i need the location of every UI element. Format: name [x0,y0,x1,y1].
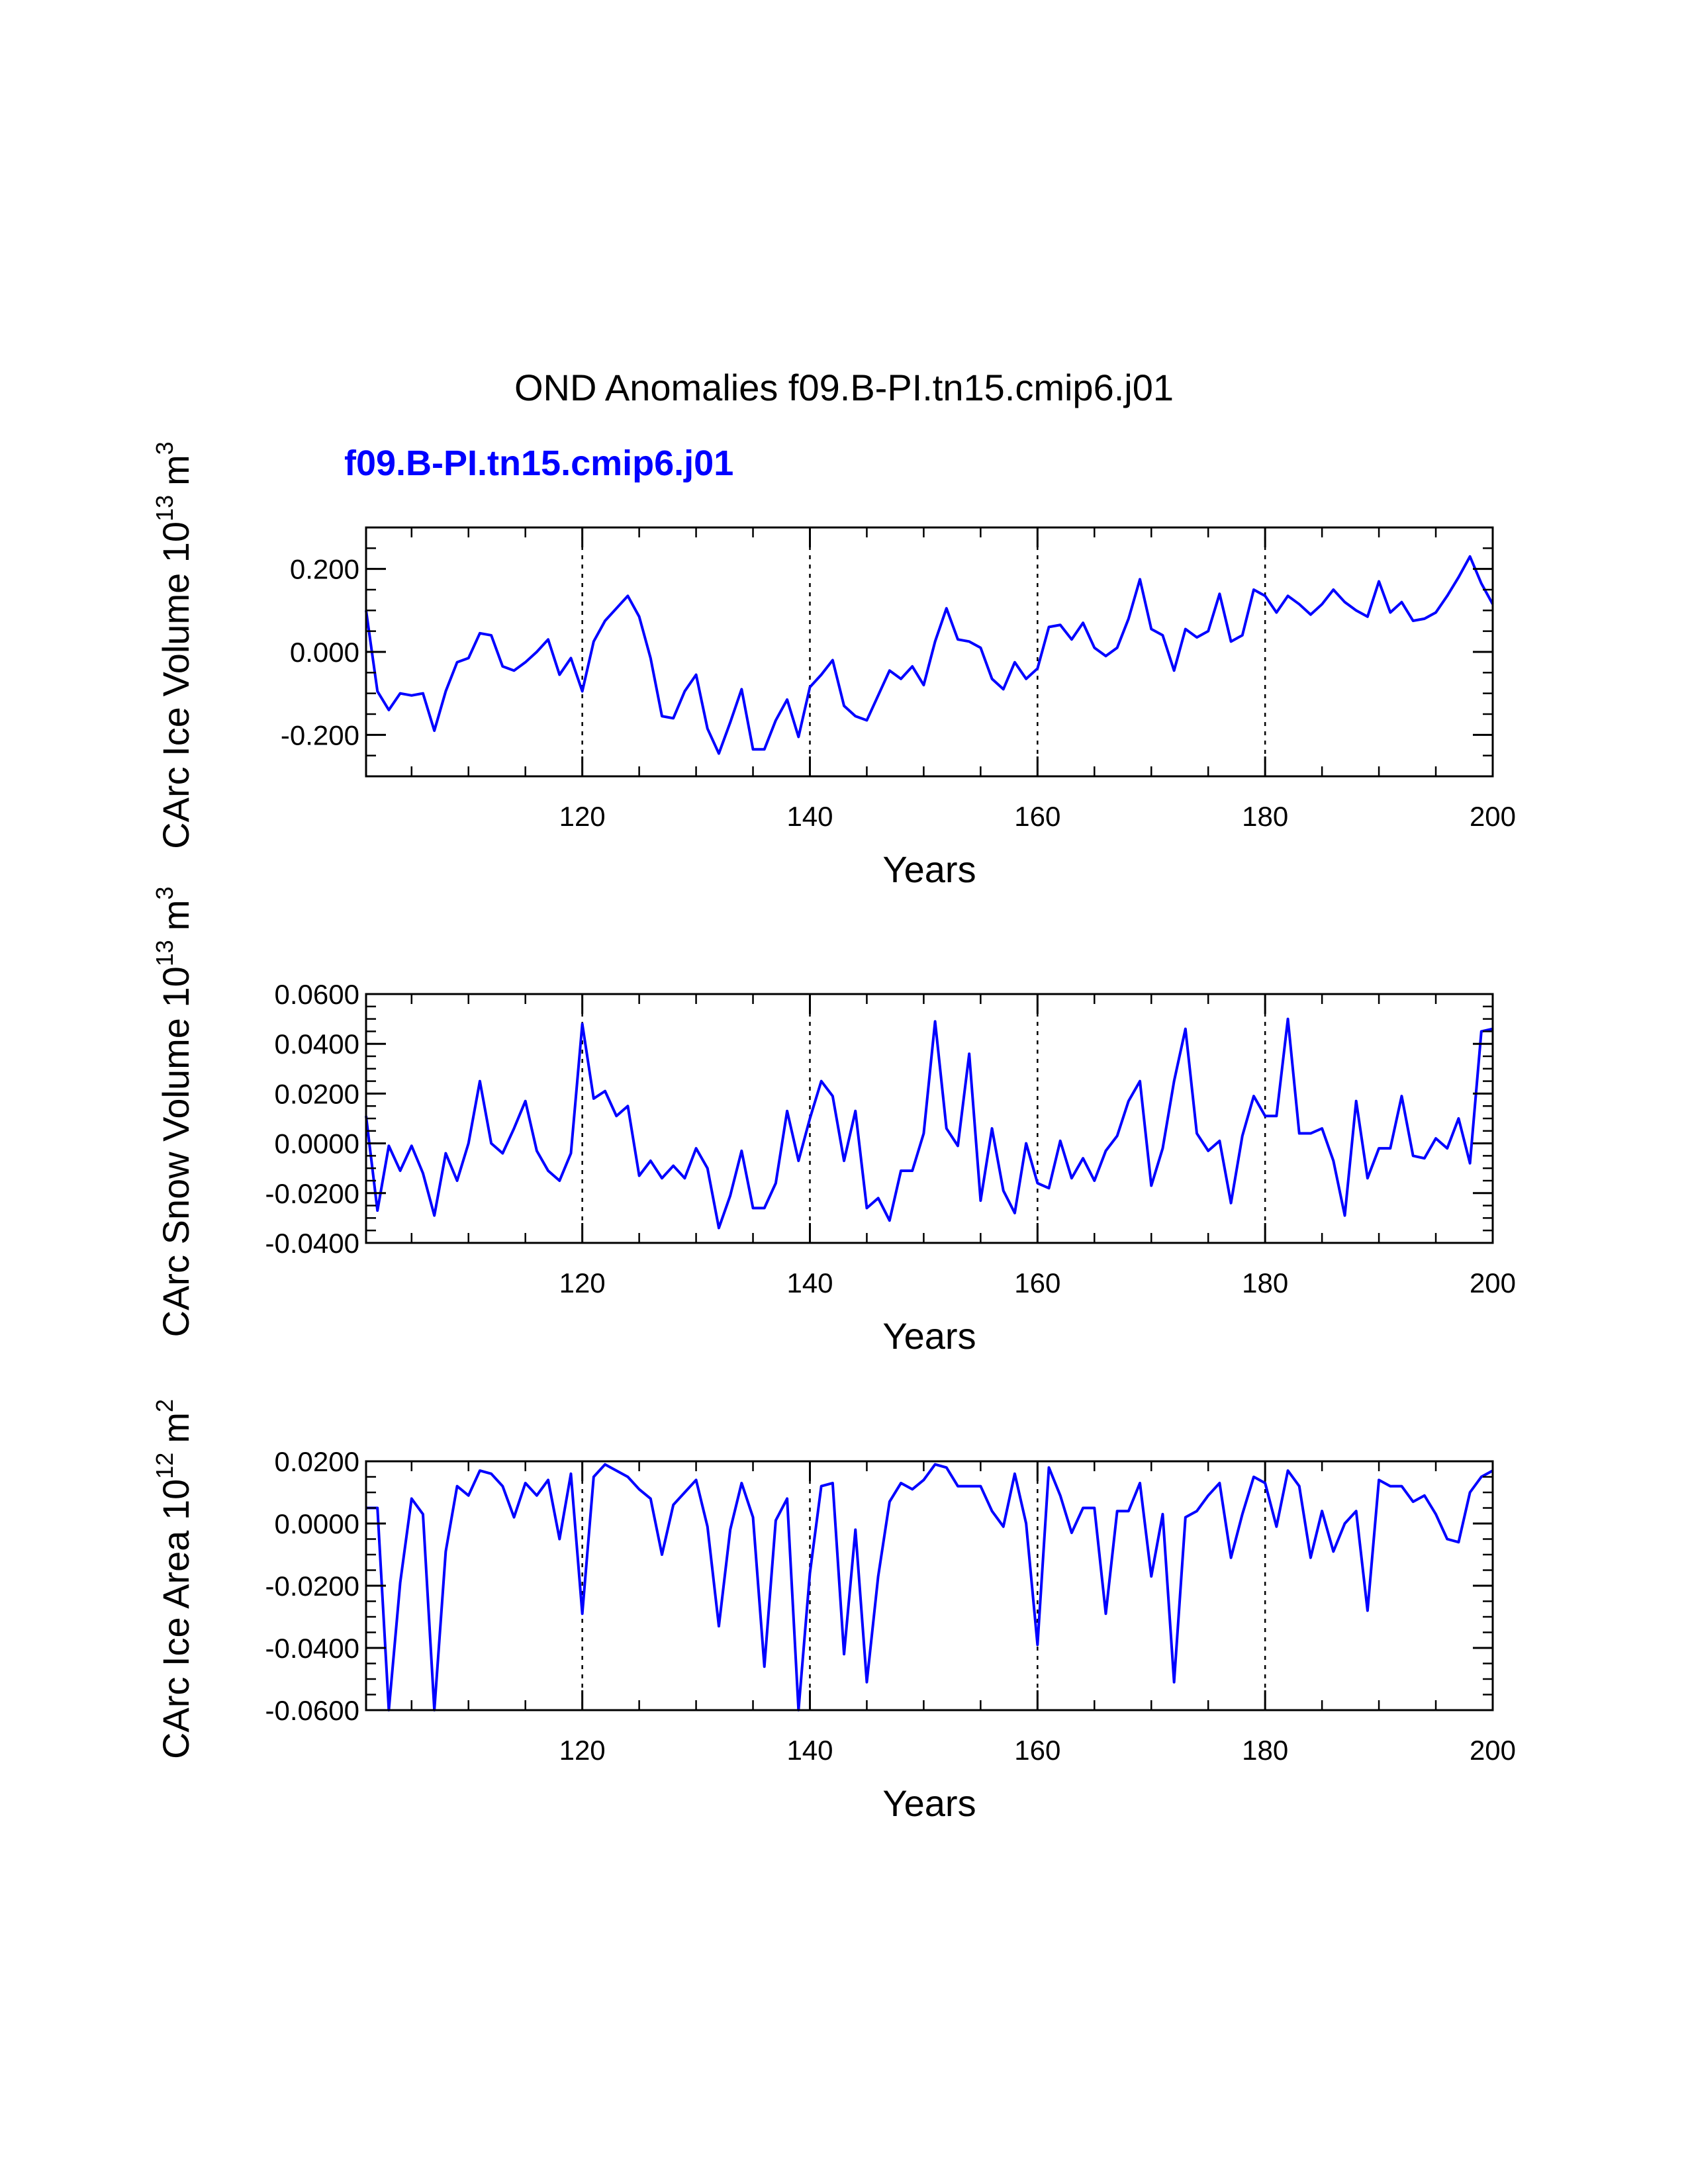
plot-frame [365,1460,1494,1711]
y-axis-label-unit: m [155,900,197,931]
y-tick-label: 0.200 [290,554,359,585]
x-axis-label: Years [882,1315,976,1357]
y-axis-label-exponent: 13 [151,495,178,522]
y-tick-label: -0.0200 [265,1570,359,1602]
series-line [365,555,1494,755]
y-axis-label-unit: m [155,455,197,486]
x-tick-label: 140 [786,1735,833,1766]
y-axis-label-text: CArc Ice Volume 10 [155,522,197,849]
y-axis-label-text: CArc Ice Area 10 [155,1479,197,1759]
panel-ice-volume: 120 140 160 180 200 0.200 0.000 -0.200 Years CArc… [151,441,1516,890]
x-tick-label: 140 [786,801,833,832]
y-axis-label-unit-exponent: 3 [151,441,178,455]
y-tick-label: -0.0400 [265,1633,359,1664]
x-tick-label: 120 [559,801,606,832]
y-axis-label-unit-exponent: 3 [151,886,178,899]
x-tick-label: 200 [1470,1735,1516,1766]
x-tick-label: 160 [1014,801,1060,832]
x-axis-label: Years [882,1782,976,1824]
x-tick-label: 160 [1014,1267,1060,1298]
y-tick-label: 0.0600 [275,979,359,1010]
y-axis-label-text: CArc Snow Volume 10 [155,966,197,1337]
y-tick-label: -0.0200 [265,1178,359,1209]
plot-frame [365,993,1494,1244]
panel-ice-area: 120 140 160 180 200 0.0200 0.0000 -0.0200 -0.040… [151,1399,1516,1824]
x-tick-label: 180 [1242,1735,1288,1766]
series-line [366,1463,1493,1711]
y-tick-label: -0.0600 [265,1695,359,1726]
y-axis-label: CArc Ice Area 1012 m2 [151,1399,197,1759]
x-tick-label: 120 [559,1735,606,1766]
y-tick-label: 0.0000 [275,1128,359,1160]
x-axis-label: Years [882,848,976,890]
y-axis-label-unit-exponent: 2 [151,1399,178,1412]
series-line [365,1017,1493,1230]
y-axis-label-exponent: 13 [151,940,178,966]
y-tick-label: 0.0400 [275,1028,359,1060]
y-axis-label: CArc Ice Volume 1013 m3 [151,441,197,849]
x-tick-label: 120 [559,1267,606,1298]
x-tick-label: 180 [1242,801,1288,832]
y-axis-label: CArc Snow Volume 1013 m3 [151,886,197,1337]
y-tick-label: 0.0200 [275,1078,359,1109]
y-tick-label: 0.000 [290,637,359,668]
y-tick-label: 0.0200 [275,1446,359,1477]
figure-title: OND Anomalies f09.B-PI.tn15.cmip6.j01 [514,367,1174,408]
x-tick-label: 200 [1470,1267,1516,1298]
x-tick-label: 160 [1014,1735,1060,1766]
x-tick-label: 200 [1470,801,1516,832]
y-axis-label-exponent: 12 [151,1453,178,1479]
y-tick-label: 0.0000 [275,1508,359,1539]
figure-subtitle: f09.B-PI.tn15.cmip6.j01 [344,443,733,483]
y-axis-label-unit: m [155,1412,197,1443]
x-tick-label: 140 [786,1267,833,1298]
x-tick-label: 180 [1242,1267,1288,1298]
y-tick-label: -0.0400 [265,1228,359,1259]
y-tick-label: -0.200 [281,719,359,751]
panel-snow-volume: 120 140 160 180 200 0.0600 0.0400 0.0200 0.0000 -… [151,886,1516,1357]
